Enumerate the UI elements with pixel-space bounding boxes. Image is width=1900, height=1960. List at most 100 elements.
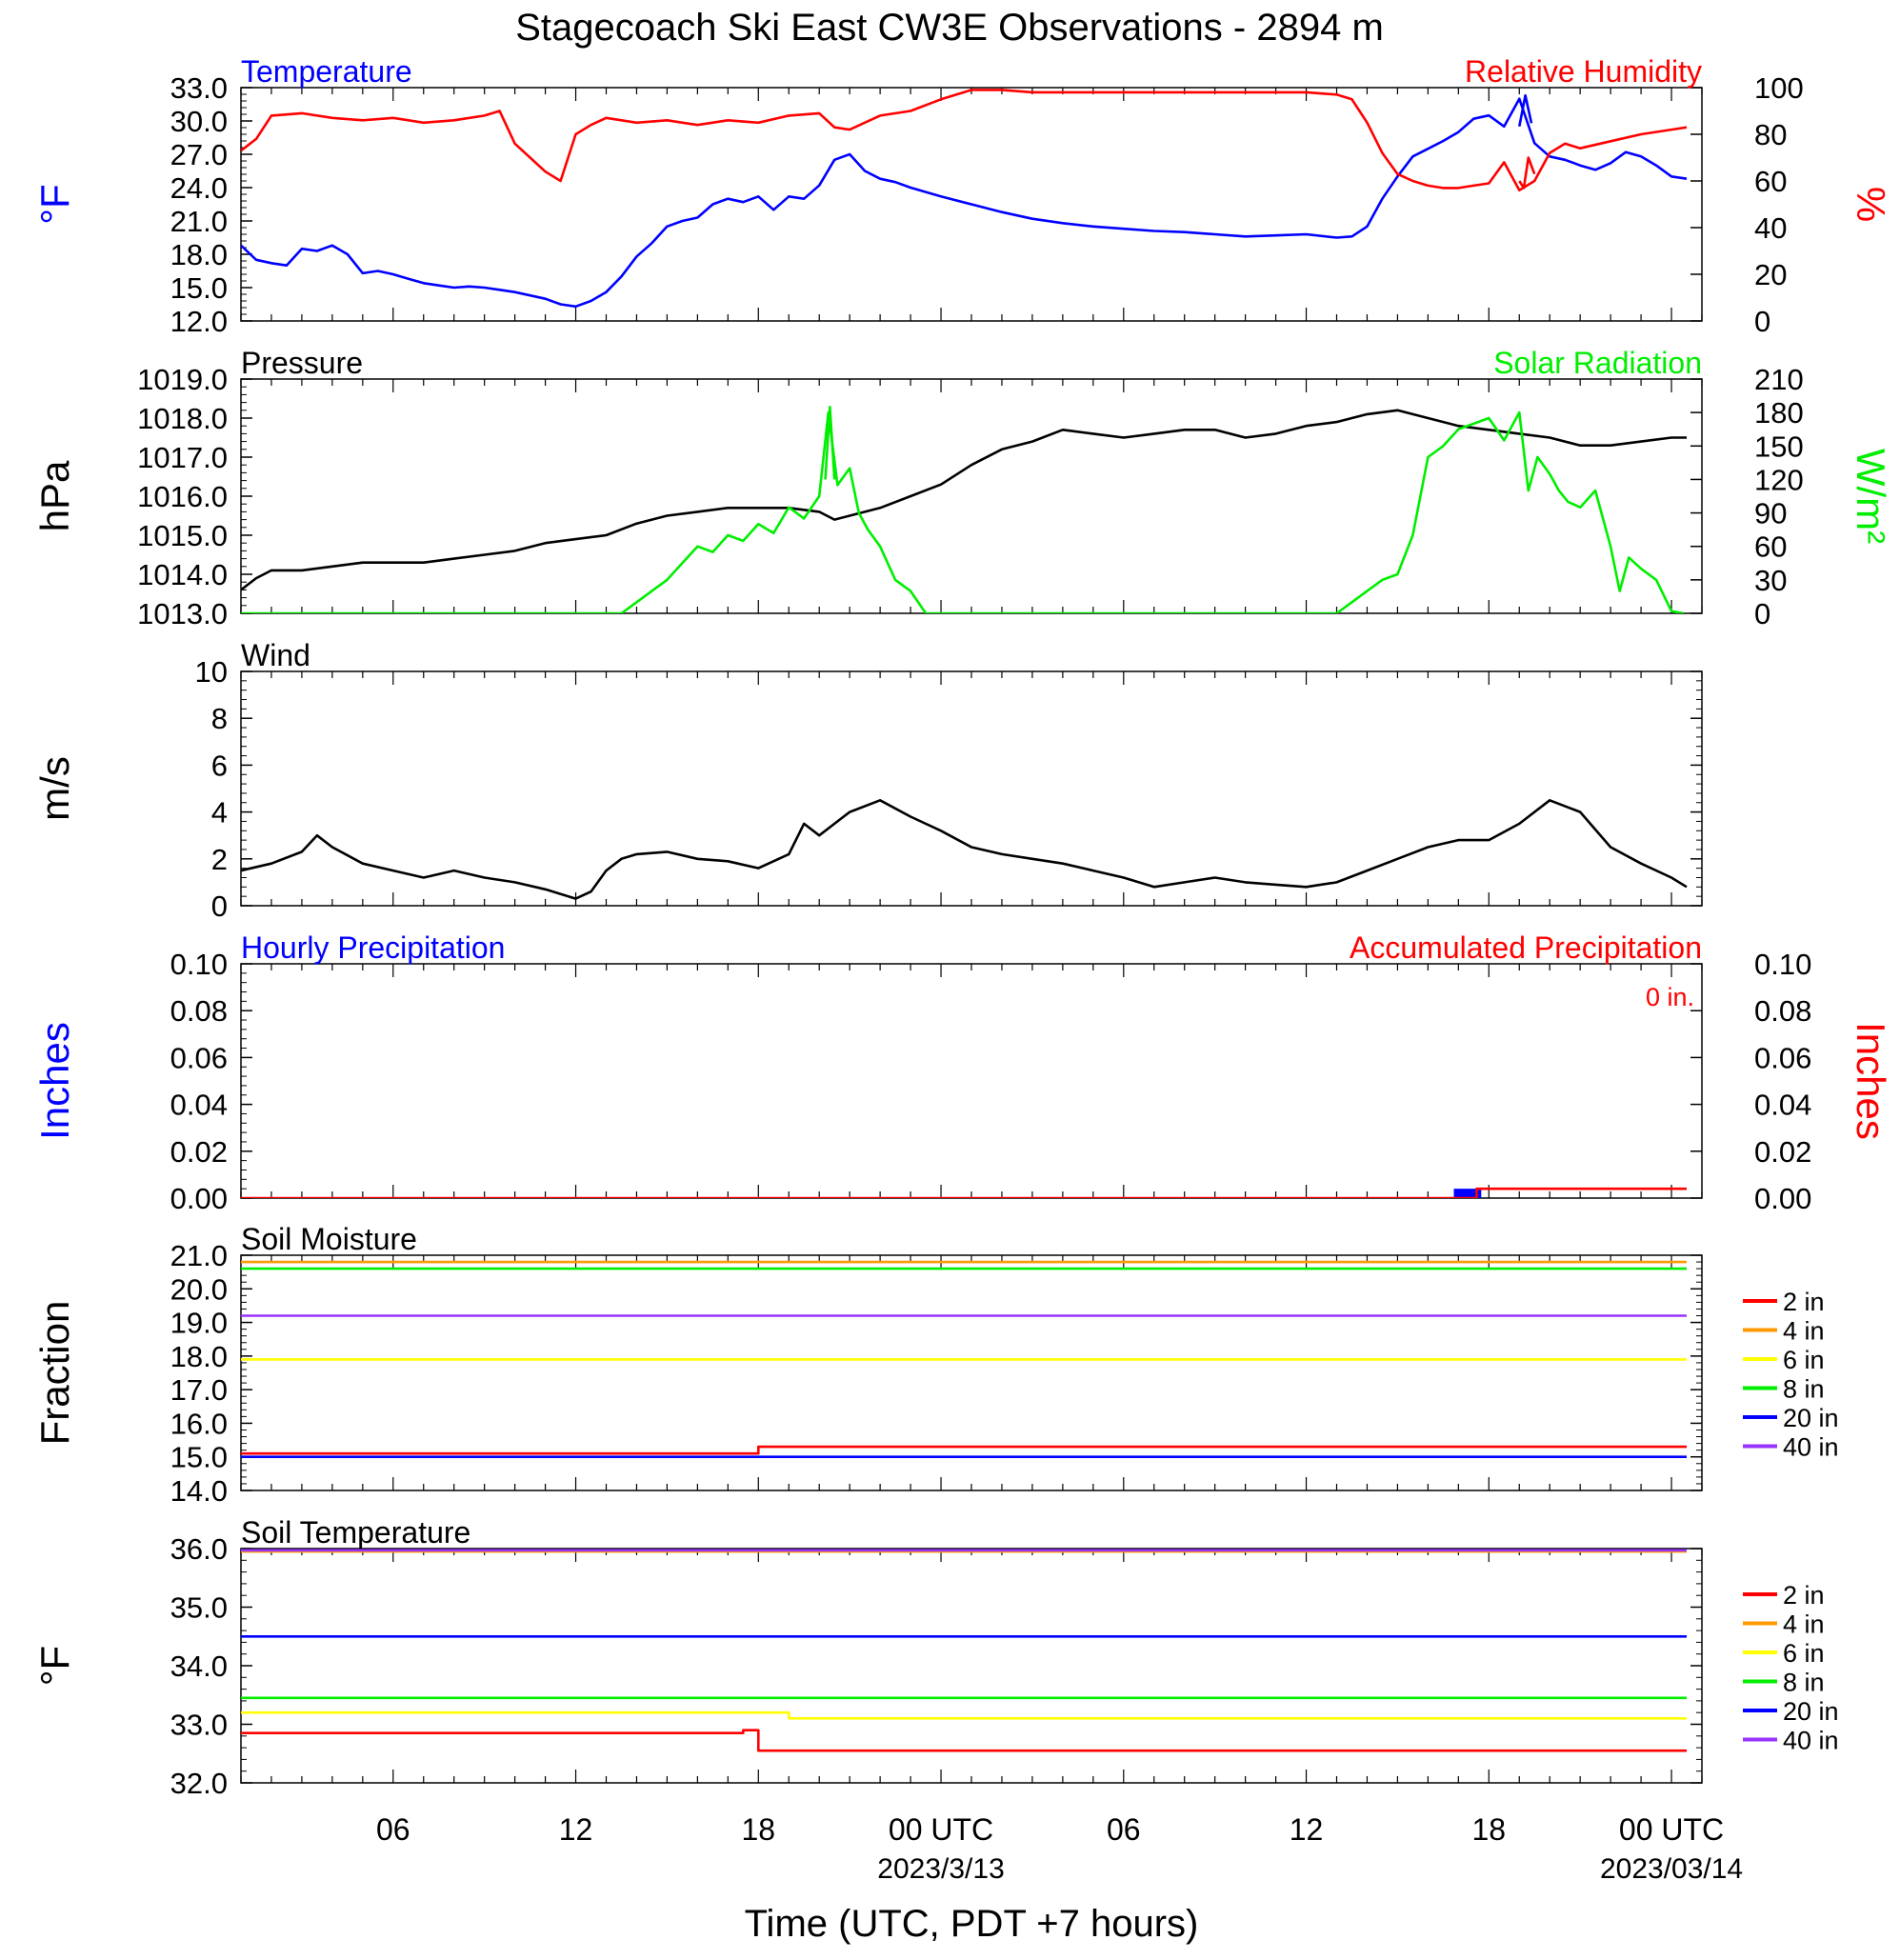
right-tick-label: 90 [1754, 497, 1787, 530]
right-tick-label: 0.00 [1754, 1182, 1811, 1215]
series-group [241, 1260, 1687, 1458]
x-date-label: 2023/3/13 [877, 1853, 1004, 1885]
series-line [241, 1710, 1687, 1720]
left-axis-label: °F [32, 184, 77, 224]
x-tick-label: 18 [741, 1812, 775, 1847]
left-tick-label: 35.0 [170, 1591, 228, 1625]
legend-label: 4 in [1783, 1610, 1825, 1639]
right-tick-label: 0 [1754, 305, 1770, 338]
left-tick-label: 1019.0 [137, 363, 228, 396]
left-axis-label: Inches [32, 1022, 77, 1140]
right-tick-label: 0 [1754, 597, 1770, 630]
series-group [241, 1549, 1687, 1752]
left-tick-label: 12.0 [170, 305, 228, 338]
right-tick-label: 0.04 [1754, 1089, 1811, 1122]
right-axis-label: Inches [1849, 1022, 1893, 1140]
series-line [241, 1729, 1687, 1752]
legend-label: 6 in [1783, 1639, 1825, 1668]
panel-precip: 0.10 0.08 0.06 0.04 0.02 0.00 0.10 0.08 0.06 0.04… [32, 930, 1893, 1215]
left-tick-label: 19.0 [170, 1307, 228, 1340]
left-tick-label: 27.0 [170, 138, 228, 171]
series-line [241, 1187, 1687, 1198]
x-tick-label: 12 [559, 1812, 593, 1847]
right-tick-label: 100 [1754, 71, 1804, 105]
right-tick-label: 210 [1754, 363, 1804, 396]
series-line [241, 409, 1687, 591]
right-tick-label: 30 [1754, 564, 1787, 597]
left-tick-label: 21.0 [170, 205, 228, 238]
left-tick-label: 17.0 [170, 1373, 228, 1407]
series-group [241, 798, 1688, 900]
left-tick-label: 36.0 [170, 1532, 228, 1566]
precip-bar [1453, 1189, 1482, 1198]
panel-right-title: Solar Radiation [1493, 346, 1702, 380]
right-tick-label: 0.08 [1754, 994, 1811, 1028]
panel-left-title: Temperature [241, 54, 412, 89]
left-tick-label: 34.0 [170, 1650, 228, 1683]
panel-left-title: Wind [241, 638, 310, 672]
legend-label: 4 in [1783, 1317, 1825, 1346]
x-tick-label: 00 UTC [1619, 1812, 1724, 1847]
left-tick-label: 1017.0 [137, 441, 228, 474]
right-tick-label: 150 [1754, 430, 1804, 463]
legend-label: 6 in [1783, 1346, 1825, 1374]
x-axis-label: Time (UTC, PDT +7 hours) [745, 1903, 1199, 1945]
x-tick-label: 06 [1107, 1812, 1141, 1847]
left-tick-label: 24.0 [170, 171, 228, 205]
left-tick-label: 1013.0 [137, 597, 228, 630]
left-tick-label: 1015.0 [137, 519, 228, 552]
plot-frame [240, 963, 1703, 1199]
left-tick-label: 15.0 [170, 1441, 228, 1474]
left-tick-label: 0 [211, 890, 228, 923]
right-tick-label: 180 [1754, 396, 1804, 430]
panel-soilm: 21.020.019.018.017.016.015.014.0 Soil Moi… [32, 1222, 1839, 1508]
plot-frame [240, 378, 1703, 614]
panel-left-title: Soil Moisture [241, 1222, 417, 1256]
left-tick-label: 18.0 [170, 238, 228, 271]
panel-wind: 10 8 6 4 2 0 Wind m/s [32, 638, 1703, 923]
legend-label: 40 in [1783, 1727, 1839, 1755]
series-group [241, 1187, 1687, 1198]
plot-frame [240, 1548, 1703, 1784]
left-tick-label: 16.0 [170, 1407, 228, 1440]
right-tick-label: 120 [1754, 463, 1804, 496]
series-line [824, 405, 836, 480]
series-line [1518, 156, 1536, 190]
series-group [241, 89, 1688, 309]
x-date-label: 2023/03/14 [1600, 1853, 1743, 1885]
left-tick-label: 30.0 [170, 105, 228, 138]
legend-label: 2 in [1783, 1581, 1825, 1610]
left-tick-label: 0.00 [170, 1182, 228, 1215]
panel-left-title: Hourly Precipitation [241, 930, 505, 965]
panel-annotation: 0 in. [1646, 983, 1694, 1011]
panel-pressure: 1019.0 1018.0 1017.0 1016.0 1015.0 1014.0 1013… [32, 346, 1893, 630]
series-group [241, 405, 1687, 613]
left-tick-label: 0.08 [170, 994, 228, 1028]
right-tick-label: 0.10 [1754, 948, 1811, 981]
plot-frame [240, 1254, 1703, 1491]
right-axis-label: % [1849, 187, 1893, 222]
left-tick-label: 1014.0 [137, 558, 228, 591]
left-tick-label: 6 [211, 749, 228, 782]
panel-right-title: Relative Humidity [1465, 54, 1702, 89]
panels: 33.030.027.024.021.018.015.012.010080604… [32, 54, 1893, 1800]
left-tick-label: 0.06 [170, 1041, 228, 1074]
x-axis: 06 12 18 00 UTC 2023/3/13 06 12 18 00 UTC 2023/03… [376, 1812, 1743, 1885]
series-line [241, 89, 1688, 192]
series-line [241, 1445, 1687, 1455]
x-tick-label: 00 UTC [889, 1812, 993, 1847]
left-tick-label: 18.0 [170, 1340, 228, 1373]
right-tick-label: 60 [1754, 165, 1787, 198]
series-line [241, 798, 1688, 900]
panel-soilt: 36.0 35.0 34.0 33.0 32.0 Soil Temperature °F 2 … [32, 1515, 1839, 1800]
left-tick-label: 1018.0 [137, 402, 228, 435]
panel-left-title: Pressure [241, 346, 363, 380]
left-tick-label: 4 [211, 796, 228, 830]
left-tick-label: 21.0 [170, 1239, 228, 1272]
right-tick-label: 0.02 [1754, 1135, 1811, 1169]
right-tick-label: 80 [1754, 118, 1787, 151]
left-tick-label: 10 [195, 655, 228, 689]
series-line [1518, 93, 1533, 128]
panel-temp: 33.030.027.024.021.018.015.012.0 100 80 60 4… [32, 54, 1893, 338]
left-tick-label: 1016.0 [137, 480, 228, 513]
